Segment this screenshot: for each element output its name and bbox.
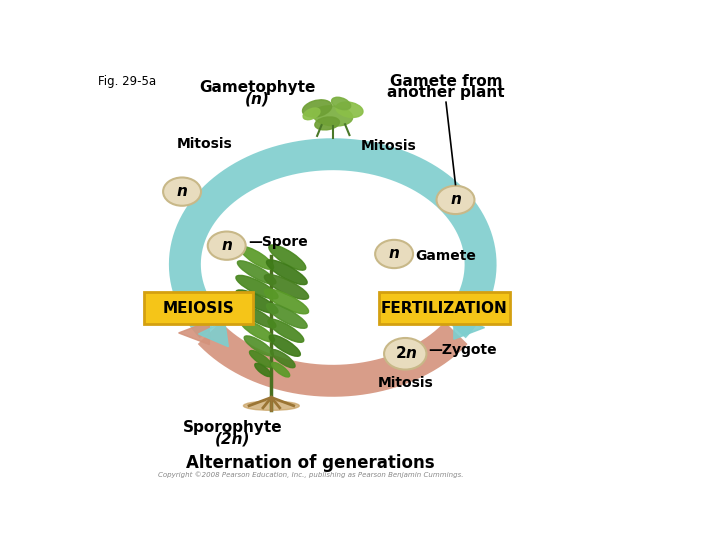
Circle shape (375, 240, 413, 268)
Text: MEIOSIS: MEIOSIS (163, 301, 235, 315)
Ellipse shape (243, 401, 300, 410)
Text: Gametophyte: Gametophyte (199, 80, 315, 95)
Text: (n): (n) (245, 92, 270, 107)
Ellipse shape (312, 106, 353, 126)
Text: —Spore: —Spore (248, 235, 307, 249)
Text: Mitosis: Mitosis (361, 139, 416, 153)
Text: FERTILIZATION: FERTILIZATION (381, 301, 508, 315)
Polygon shape (199, 321, 228, 347)
FancyBboxPatch shape (145, 292, 253, 324)
Ellipse shape (238, 305, 276, 328)
Ellipse shape (255, 363, 271, 376)
Text: n: n (389, 246, 400, 261)
Circle shape (163, 178, 201, 206)
Text: 2: 2 (395, 346, 406, 361)
Circle shape (436, 186, 474, 214)
Ellipse shape (240, 320, 274, 342)
FancyBboxPatch shape (379, 292, 510, 324)
Ellipse shape (268, 319, 304, 342)
Ellipse shape (266, 260, 307, 285)
Ellipse shape (269, 335, 300, 356)
Text: n: n (176, 184, 187, 199)
Text: n: n (450, 192, 461, 207)
Ellipse shape (236, 290, 278, 313)
Ellipse shape (271, 349, 295, 368)
Text: Gamete from: Gamete from (390, 73, 503, 89)
Ellipse shape (264, 289, 309, 314)
Text: Copyright ©2008 Pearson Education, Inc., publishing as Pearson Benjamin Cummings: Copyright ©2008 Pearson Education, Inc.,… (158, 471, 463, 478)
Text: Fig. 29-5a: Fig. 29-5a (99, 75, 156, 88)
Ellipse shape (336, 102, 363, 117)
Ellipse shape (249, 350, 272, 367)
Circle shape (384, 338, 426, 369)
Polygon shape (179, 321, 210, 345)
Text: Sporophyte: Sporophyte (182, 420, 282, 435)
Text: (2n): (2n) (215, 431, 250, 446)
Ellipse shape (236, 275, 278, 299)
Ellipse shape (302, 100, 332, 117)
Polygon shape (454, 316, 485, 339)
Ellipse shape (331, 97, 351, 110)
Ellipse shape (266, 303, 307, 328)
Ellipse shape (271, 362, 289, 377)
Ellipse shape (315, 117, 339, 130)
Ellipse shape (240, 247, 274, 269)
Text: n: n (221, 238, 232, 253)
Text: Gamete: Gamete (415, 249, 476, 263)
Text: Alternation of generations: Alternation of generations (186, 454, 435, 472)
Text: another plant: another plant (387, 85, 505, 100)
Ellipse shape (303, 108, 320, 120)
Text: n: n (405, 346, 416, 361)
Text: Mitosis: Mitosis (176, 137, 233, 151)
Ellipse shape (264, 274, 309, 299)
Text: Mitosis: Mitosis (377, 376, 433, 390)
Ellipse shape (238, 261, 276, 284)
Circle shape (208, 232, 246, 260)
Ellipse shape (269, 245, 306, 270)
Text: —Zygote: —Zygote (428, 343, 498, 357)
Ellipse shape (244, 336, 274, 356)
